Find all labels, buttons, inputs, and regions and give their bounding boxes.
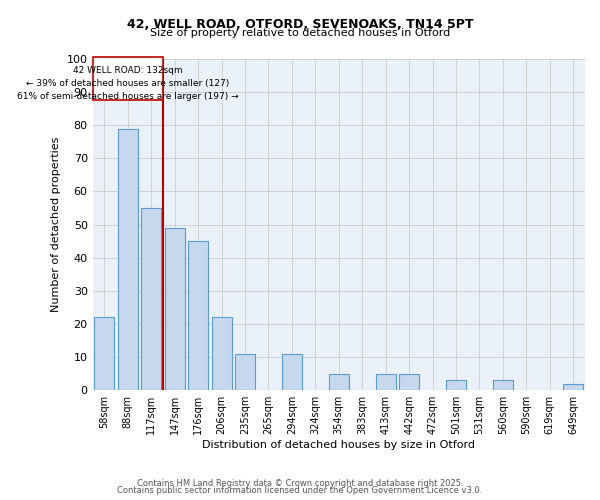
- Bar: [282, 354, 302, 390]
- Bar: [329, 374, 349, 390]
- FancyBboxPatch shape: [92, 58, 163, 100]
- Bar: [563, 384, 583, 390]
- Text: 42, WELL ROAD, OTFORD, SEVENOAKS, TN14 5PT: 42, WELL ROAD, OTFORD, SEVENOAKS, TN14 5…: [127, 18, 473, 30]
- Bar: [141, 208, 161, 390]
- Bar: [212, 318, 232, 390]
- Y-axis label: Number of detached properties: Number of detached properties: [51, 137, 61, 312]
- Bar: [118, 128, 138, 390]
- Text: Contains HM Land Registry data © Crown copyright and database right 2025.: Contains HM Land Registry data © Crown c…: [137, 478, 463, 488]
- X-axis label: Distribution of detached houses by size in Otford: Distribution of detached houses by size …: [202, 440, 475, 450]
- Bar: [164, 228, 185, 390]
- Bar: [446, 380, 466, 390]
- Text: Size of property relative to detached houses in Otford: Size of property relative to detached ho…: [150, 28, 450, 38]
- Text: ← 39% of detached houses are smaller (127): ← 39% of detached houses are smaller (12…: [26, 80, 229, 88]
- Bar: [493, 380, 513, 390]
- Bar: [94, 318, 114, 390]
- Bar: [235, 354, 255, 390]
- Text: 42 WELL ROAD: 132sqm: 42 WELL ROAD: 132sqm: [73, 66, 182, 75]
- Bar: [188, 241, 208, 390]
- Text: Contains public sector information licensed under the Open Government Licence v3: Contains public sector information licen…: [118, 486, 482, 495]
- Bar: [376, 374, 395, 390]
- Text: 61% of semi-detached houses are larger (197) →: 61% of semi-detached houses are larger (…: [17, 92, 239, 100]
- Bar: [399, 374, 419, 390]
